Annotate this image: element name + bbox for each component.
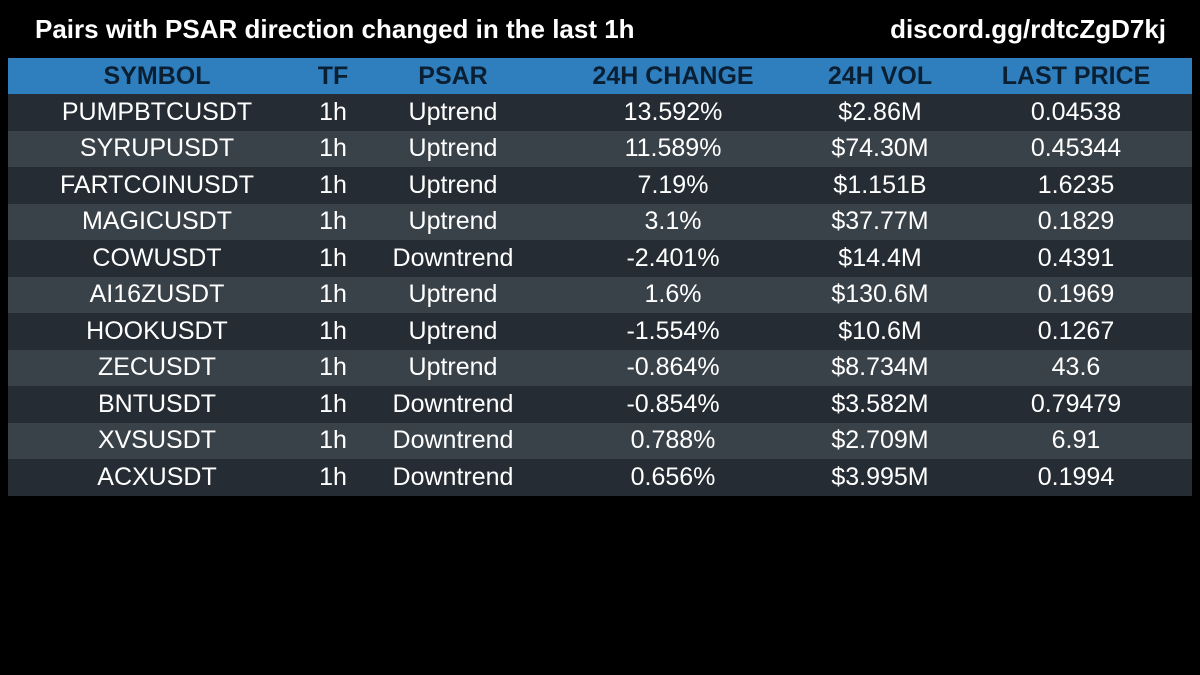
cell-24h-vol: $10.6M xyxy=(838,316,922,345)
cell-last-price: 43.6 xyxy=(1051,353,1101,382)
cell-symbol: COWUSDT xyxy=(92,243,222,272)
cell-24h-vol: $3.995M xyxy=(831,462,929,491)
cell-symbol: ACXUSDT xyxy=(97,462,217,491)
table-row: XVSUSDT 1h Downtrend 0.788% $2.709M 6.91 xyxy=(8,422,1192,459)
column-header-psar: PSAR xyxy=(418,61,488,90)
cell-psar: Downtrend xyxy=(392,389,514,418)
cell-24h-vol: $1.151B xyxy=(833,170,927,199)
cell-last-price: 0.79479 xyxy=(1030,389,1122,418)
table-row: HOOKUSDT 1h Uptrend -1.554% $10.6M 0.1267 xyxy=(8,313,1192,350)
cell-symbol: ZECUSDT xyxy=(97,353,217,382)
cell-last-price: 0.4391 xyxy=(1037,243,1115,272)
cell-24h-change: 3.1% xyxy=(644,207,702,236)
cell-24h-change: 13.592% xyxy=(623,97,723,126)
cell-24h-change: 11.589% xyxy=(624,134,722,163)
cell-psar: Uptrend xyxy=(408,207,498,236)
cell-24h-change: 7.19% xyxy=(637,170,709,199)
cell-symbol: AI16ZUSDT xyxy=(89,280,225,309)
cell-symbol: FARTCOINUSDT xyxy=(60,170,254,199)
cell-last-price: 1.6235 xyxy=(1037,170,1115,199)
cell-symbol: SYRUPUSDT xyxy=(79,134,235,163)
cell-24h-vol: $2.709M xyxy=(831,426,929,455)
cell-24h-change: -1.554% xyxy=(626,316,720,345)
cell-tf: 1h xyxy=(319,134,347,163)
cell-24h-change: -0.864% xyxy=(626,353,720,382)
cell-last-price: 0.1969 xyxy=(1037,280,1115,309)
table-row: BNTUSDT 1h Downtrend -0.854% $3.582M 0.79479 xyxy=(8,386,1192,423)
table-row: MAGICUSDT 1h Uptrend 3.1% $37.77M 0.1829 xyxy=(8,203,1192,240)
cell-24h-change: 1.6% xyxy=(644,280,702,309)
cell-24h-vol: $8.734M xyxy=(831,353,929,382)
cell-24h-vol: $3.582M xyxy=(831,389,929,418)
cell-24h-vol: $37.77M xyxy=(831,207,929,236)
cell-symbol: XVSUSDT xyxy=(97,426,217,455)
column-header-tf: TF xyxy=(317,61,349,90)
cell-psar: Downtrend xyxy=(392,243,514,272)
cell-symbol: BNTUSDT xyxy=(97,389,217,418)
cell-tf: 1h xyxy=(319,353,347,382)
table-row: ACXUSDT 1h Downtrend 0.656% $3.995M 0.1994 xyxy=(8,459,1192,496)
cell-24h-change: -2.401% xyxy=(626,243,720,272)
table-header-row: SYMBOL TF PSAR 24H CHANGE 24H VOL LAST P… xyxy=(8,58,1192,94)
cell-24h-vol: $130.6M xyxy=(831,280,929,309)
table-row: COWUSDT 1h Downtrend -2.401% $14.4M 0.4391 xyxy=(8,240,1192,277)
column-header-last-price: LAST PRICE xyxy=(1001,61,1151,90)
cell-tf: 1h xyxy=(319,170,347,199)
table-row: SYRUPUSDT 1h Uptrend 11.589% $74.30M 0.45344 xyxy=(8,130,1192,167)
psar-pairs-table: SYMBOL TF PSAR 24H CHANGE 24H VOL LAST P… xyxy=(8,58,1192,496)
cell-last-price: 0.1267 xyxy=(1037,316,1115,345)
cell-tf: 1h xyxy=(319,426,347,455)
cell-tf: 1h xyxy=(319,389,347,418)
cell-last-price: 0.1994 xyxy=(1037,462,1115,491)
cell-psar: Uptrend xyxy=(408,353,498,382)
column-header-symbol: SYMBOL xyxy=(103,61,211,90)
cell-last-price: 6.91 xyxy=(1051,426,1101,455)
cell-last-price: 0.45344 xyxy=(1030,134,1122,163)
discord-invite-link[interactable]: discord.gg/rdtcZgD7kj xyxy=(890,14,1166,44)
cell-tf: 1h xyxy=(319,97,347,126)
cell-tf: 1h xyxy=(319,316,347,345)
column-header-24h-change: 24H CHANGE xyxy=(592,61,754,90)
cell-last-price: 0.04538 xyxy=(1030,97,1122,126)
cell-24h-vol: $2.86M xyxy=(838,97,922,126)
cell-24h-vol: $74.30M xyxy=(831,134,929,163)
cell-tf: 1h xyxy=(319,280,347,309)
cell-last-price: 0.1829 xyxy=(1037,207,1115,236)
cell-tf: 1h xyxy=(319,243,347,272)
column-header-24h-vol: 24H VOL xyxy=(827,61,933,90)
cell-psar: Downtrend xyxy=(392,462,514,491)
table-row: ZECUSDT 1h Uptrend -0.864% $8.734M 43.6 xyxy=(8,349,1192,386)
cell-psar: Uptrend xyxy=(408,280,498,309)
cell-symbol: PUMPBTCUSDT xyxy=(61,97,253,126)
table-row: FARTCOINUSDT 1h Uptrend 7.19% $1.151B 1.6235 xyxy=(8,167,1192,204)
table-row: AI16ZUSDT 1h Uptrend 1.6% $130.6M 0.1969 xyxy=(8,276,1192,313)
cell-tf: 1h xyxy=(319,207,347,236)
cell-24h-change: -0.854% xyxy=(626,389,720,418)
cell-psar: Uptrend xyxy=(408,316,498,345)
cell-psar: Uptrend xyxy=(408,170,498,199)
cell-psar: Downtrend xyxy=(392,426,514,455)
table-row: PUMPBTCUSDT 1h Uptrend 13.592% $2.86M 0.04538 xyxy=(8,94,1192,131)
cell-24h-change: 0.656% xyxy=(630,462,716,491)
page-title: Pairs with PSAR direction changed in the… xyxy=(35,14,635,44)
cell-psar: Uptrend xyxy=(408,134,498,163)
cell-symbol: MAGICUSDT xyxy=(82,207,232,236)
cell-24h-change: 0.788% xyxy=(630,426,716,455)
cell-psar: Uptrend xyxy=(408,97,498,126)
cell-tf: 1h xyxy=(319,462,347,491)
header-bar: Pairs with PSAR direction changed in the… xyxy=(0,0,1200,58)
cell-24h-vol: $14.4M xyxy=(838,243,922,272)
cell-symbol: HOOKUSDT xyxy=(86,316,228,345)
